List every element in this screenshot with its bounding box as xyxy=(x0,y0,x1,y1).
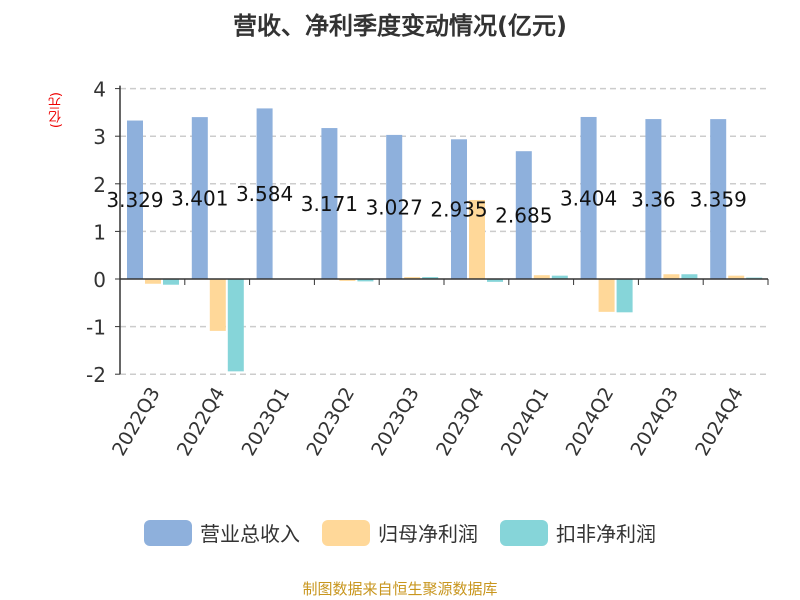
data-label: 2.685 xyxy=(495,204,552,228)
legend-item-deducted-profit[interactable]: 扣非净利润 xyxy=(500,518,656,547)
bar-revenue xyxy=(580,116,597,279)
bar-revenue xyxy=(191,117,208,279)
bar-net-profit xyxy=(209,279,226,331)
bar-revenue xyxy=(321,128,338,279)
bar-deducted-profit xyxy=(227,279,244,372)
bar-net-profit xyxy=(598,279,615,312)
y-tick-label: 2 xyxy=(93,173,106,197)
data-label: 3.584 xyxy=(236,182,293,206)
data-label: 3.36 xyxy=(631,187,676,211)
x-tick-label: 2024Q1 xyxy=(497,384,554,460)
data-label: 2.935 xyxy=(430,198,487,222)
x-tick-label: 2023Q3 xyxy=(367,384,424,460)
y-tick-label: 0 xyxy=(93,268,106,292)
bar-revenue xyxy=(451,139,467,279)
y-tick-label: 4 xyxy=(93,78,106,102)
data-label: 3.404 xyxy=(560,186,617,210)
data-label: 3.171 xyxy=(301,192,358,216)
bar-net-profit xyxy=(533,275,550,279)
bar-deducted-profit xyxy=(681,274,698,279)
legend-item-net-profit[interactable]: 归母净利润 xyxy=(322,518,478,547)
data-label: 3.359 xyxy=(690,187,747,211)
data-label: 3.027 xyxy=(366,195,423,219)
bar-revenue xyxy=(515,151,532,279)
bar-net-profit xyxy=(663,274,680,279)
chart-title: 营收、净利季度变动情况(亿元) xyxy=(233,12,567,40)
y-tick-label: -2 xyxy=(86,363,106,387)
y-tick-label: -1 xyxy=(86,316,106,340)
bar-deducted-profit xyxy=(422,277,439,279)
x-tick-label: 2023Q4 xyxy=(432,384,489,460)
bar-revenue xyxy=(256,108,273,279)
x-tick-label: 2023Q2 xyxy=(302,384,359,460)
bar-revenue xyxy=(386,134,403,279)
x-tick-label: 2023Q1 xyxy=(238,384,295,460)
bar-deducted-profit xyxy=(357,279,374,282)
legend-label: 营业总收入 xyxy=(200,522,300,546)
bar-deducted-profit xyxy=(163,279,179,285)
bar-net-profit xyxy=(728,275,745,279)
bar-net-profit xyxy=(339,279,356,281)
legend-item-revenue[interactable]: 营业总收入 xyxy=(144,518,300,547)
legend: 营业总收入 归母净利润 扣非净利润 xyxy=(0,518,800,547)
x-tick-label: 2024Q3 xyxy=(626,384,683,460)
data-label: 3.401 xyxy=(171,186,228,210)
y-tick-label: 3 xyxy=(93,125,106,149)
x-tick-label: 2024Q4 xyxy=(691,384,748,460)
source-note: 制图数据来自恒生聚源数据库 xyxy=(302,580,498,598)
bar-deducted-profit xyxy=(551,275,568,279)
legend-label: 归母净利润 xyxy=(378,522,478,546)
bar-revenue xyxy=(645,119,662,280)
y-tick-label: 1 xyxy=(93,220,106,244)
legend-label: 扣非净利润 xyxy=(556,522,656,546)
x-tick-label: 2022Q3 xyxy=(108,384,165,460)
x-tick-label: 2024Q2 xyxy=(562,384,619,460)
bar-net-profit xyxy=(404,277,421,279)
x-tick-label: 2022Q4 xyxy=(173,384,230,460)
bar-net-profit xyxy=(469,199,485,279)
bar-revenue xyxy=(710,119,727,279)
bar-revenue xyxy=(127,120,143,279)
data-label: 3.329 xyxy=(106,188,163,212)
bar-net-profit xyxy=(145,279,161,284)
bar-deducted-profit xyxy=(616,279,633,313)
bar-deducted-profit xyxy=(487,279,503,282)
